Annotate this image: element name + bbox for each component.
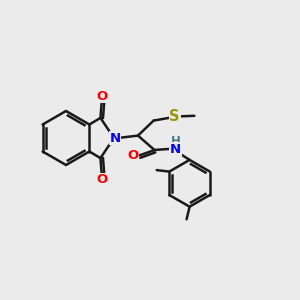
Text: N: N	[170, 143, 181, 156]
Text: O: O	[127, 149, 139, 162]
Text: H: H	[170, 135, 180, 148]
Text: O: O	[96, 173, 107, 186]
Text: S: S	[169, 109, 180, 124]
Text: O: O	[96, 90, 107, 103]
Text: N: N	[110, 131, 121, 145]
